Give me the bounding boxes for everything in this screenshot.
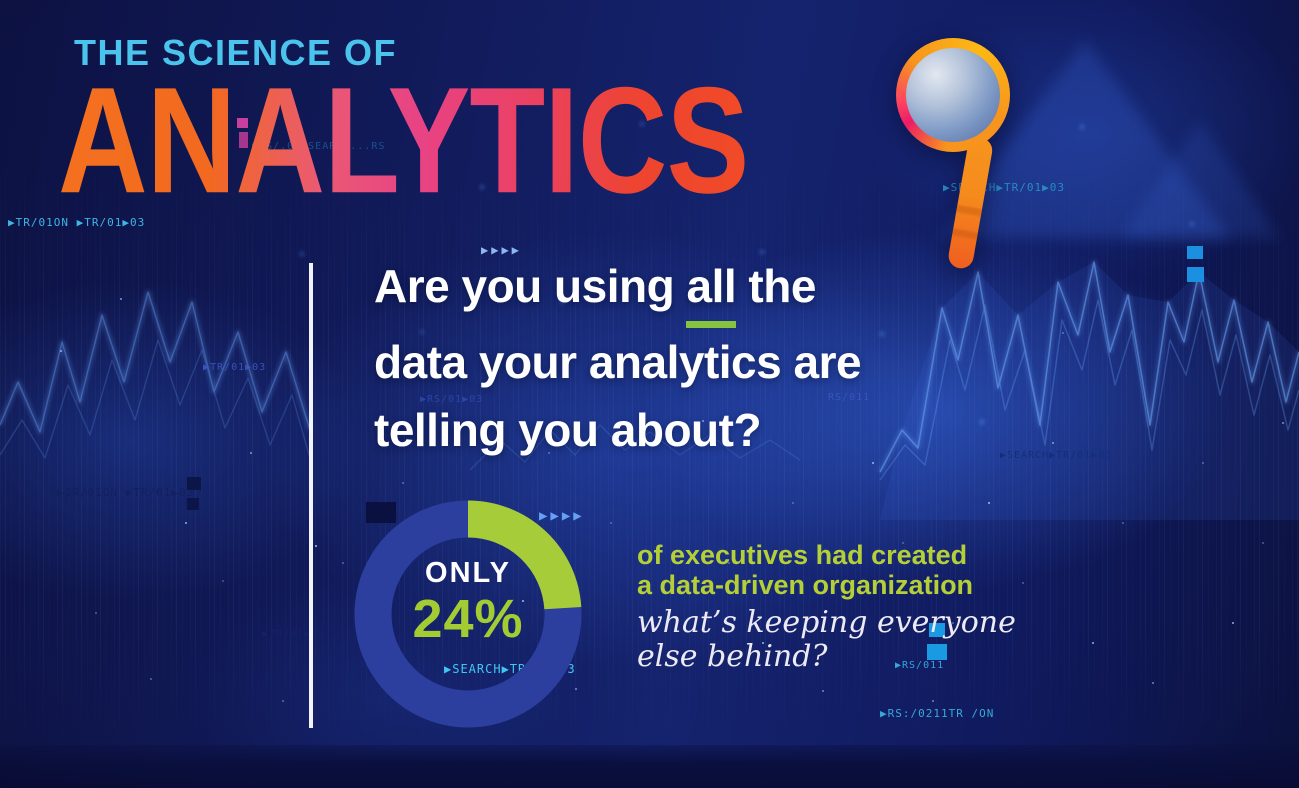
magnifying-glass-icon xyxy=(890,32,1030,271)
pixel-square-dark xyxy=(187,498,199,510)
bottom-band xyxy=(0,745,1299,788)
stat-description-line1: of executives had created xyxy=(637,540,968,570)
stat-subtext-line1: what’s keeping everyone xyxy=(637,605,1016,640)
bg-code-label: ▶TR/01▶03 xyxy=(203,362,267,373)
question-highlight: all xyxy=(686,252,737,329)
stat-label: ONLY xyxy=(425,556,511,589)
magnifier-lens xyxy=(906,48,1000,142)
question-line3: telling you about? xyxy=(374,404,762,457)
bg-code-label: ▶TR/01▶01 xyxy=(262,629,326,640)
pixel-square-cyan xyxy=(1187,246,1203,259)
glow-particles xyxy=(0,0,4,4)
magnifier-handle xyxy=(946,135,995,271)
donut-chart: ONLY 24% xyxy=(352,498,584,730)
bg-code-label: ▶RS:/0211TR /ON xyxy=(880,707,995,720)
question-text: Are you using all the data your analytic… xyxy=(374,252,862,464)
stat-description: of executives had created a data-driven … xyxy=(637,540,973,600)
bg-code-label: ▶JR/01ON ▶TR/01▶03 xyxy=(57,486,195,499)
stat-value: 24% xyxy=(412,588,524,649)
stat-subtext-line2: else behind? xyxy=(637,638,828,674)
stat-description-line2: a data-driven organization xyxy=(637,570,974,601)
page-title: ANALYTICS xyxy=(58,56,749,226)
pixel-square-cyan xyxy=(1187,267,1204,282)
question-line2: data your analytics are xyxy=(374,336,862,389)
pixel-square-dark xyxy=(187,477,201,490)
divider-line xyxy=(309,263,313,728)
stat-subtext: what’s keeping everyone else behind? xyxy=(637,606,1016,674)
bg-code-label: ▶SEARCH▶TR/01▶03 xyxy=(1000,450,1113,461)
question-line1: Are you using all the xyxy=(374,252,861,329)
